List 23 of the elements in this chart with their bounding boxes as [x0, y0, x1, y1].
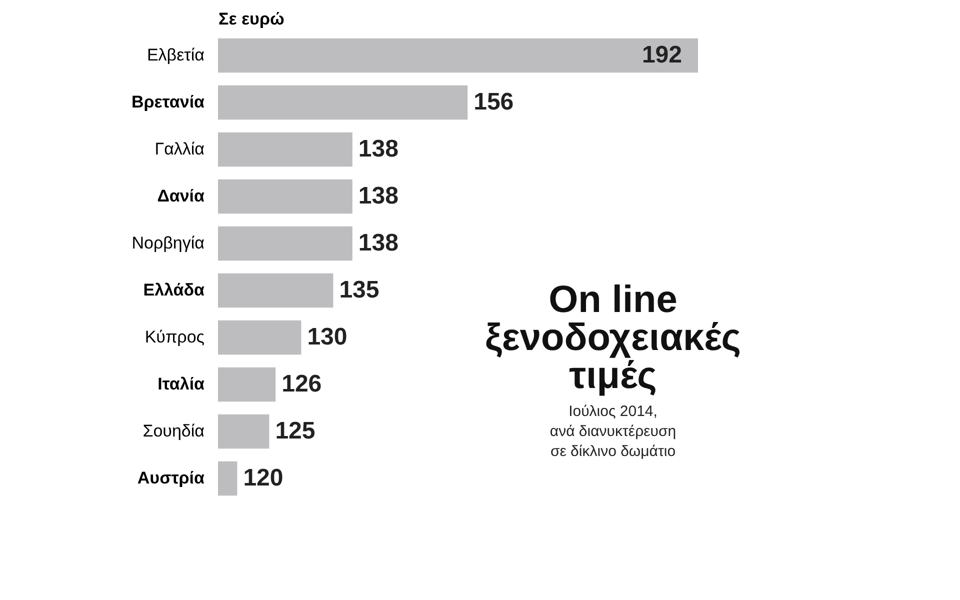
data-label: 192	[642, 42, 682, 68]
data-label: 130	[307, 324, 348, 350]
y-tick-label: Βρετανία	[131, 92, 206, 112]
data-label: 125	[275, 418, 316, 444]
y-tick-label: Κύπρος	[144, 328, 204, 346]
data-label: 138	[358, 136, 398, 162]
y-tick-label: Ελβετία	[146, 46, 205, 64]
data-label: 156	[474, 88, 514, 116]
data-label: 138	[358, 182, 398, 210]
text: On line ξενοδοχειακές τιμές	[484, 279, 742, 397]
y-tick-label: Αυστρία	[137, 468, 206, 488]
data-label: 135	[339, 276, 380, 304]
y-tick-label: Νορβηγία	[132, 234, 205, 252]
data-label: 120	[243, 464, 284, 492]
x-axis-title: Σε ευρώ	[218, 10, 284, 28]
y-tick-label: Δανία	[157, 186, 206, 206]
text: Ιούλιος 2014, ανά διανυκτέρευση σε δίκλινο δωμάτιο	[550, 403, 676, 460]
y-tick-label: Ελλάδα	[143, 280, 206, 300]
y-tick-label: Σουηδία	[142, 422, 205, 440]
data-label: 126	[282, 370, 322, 398]
data-label: 138	[358, 230, 398, 256]
y-tick-label: Ιταλία	[158, 374, 206, 394]
y-tick-label: Γαλλία	[154, 140, 205, 158]
